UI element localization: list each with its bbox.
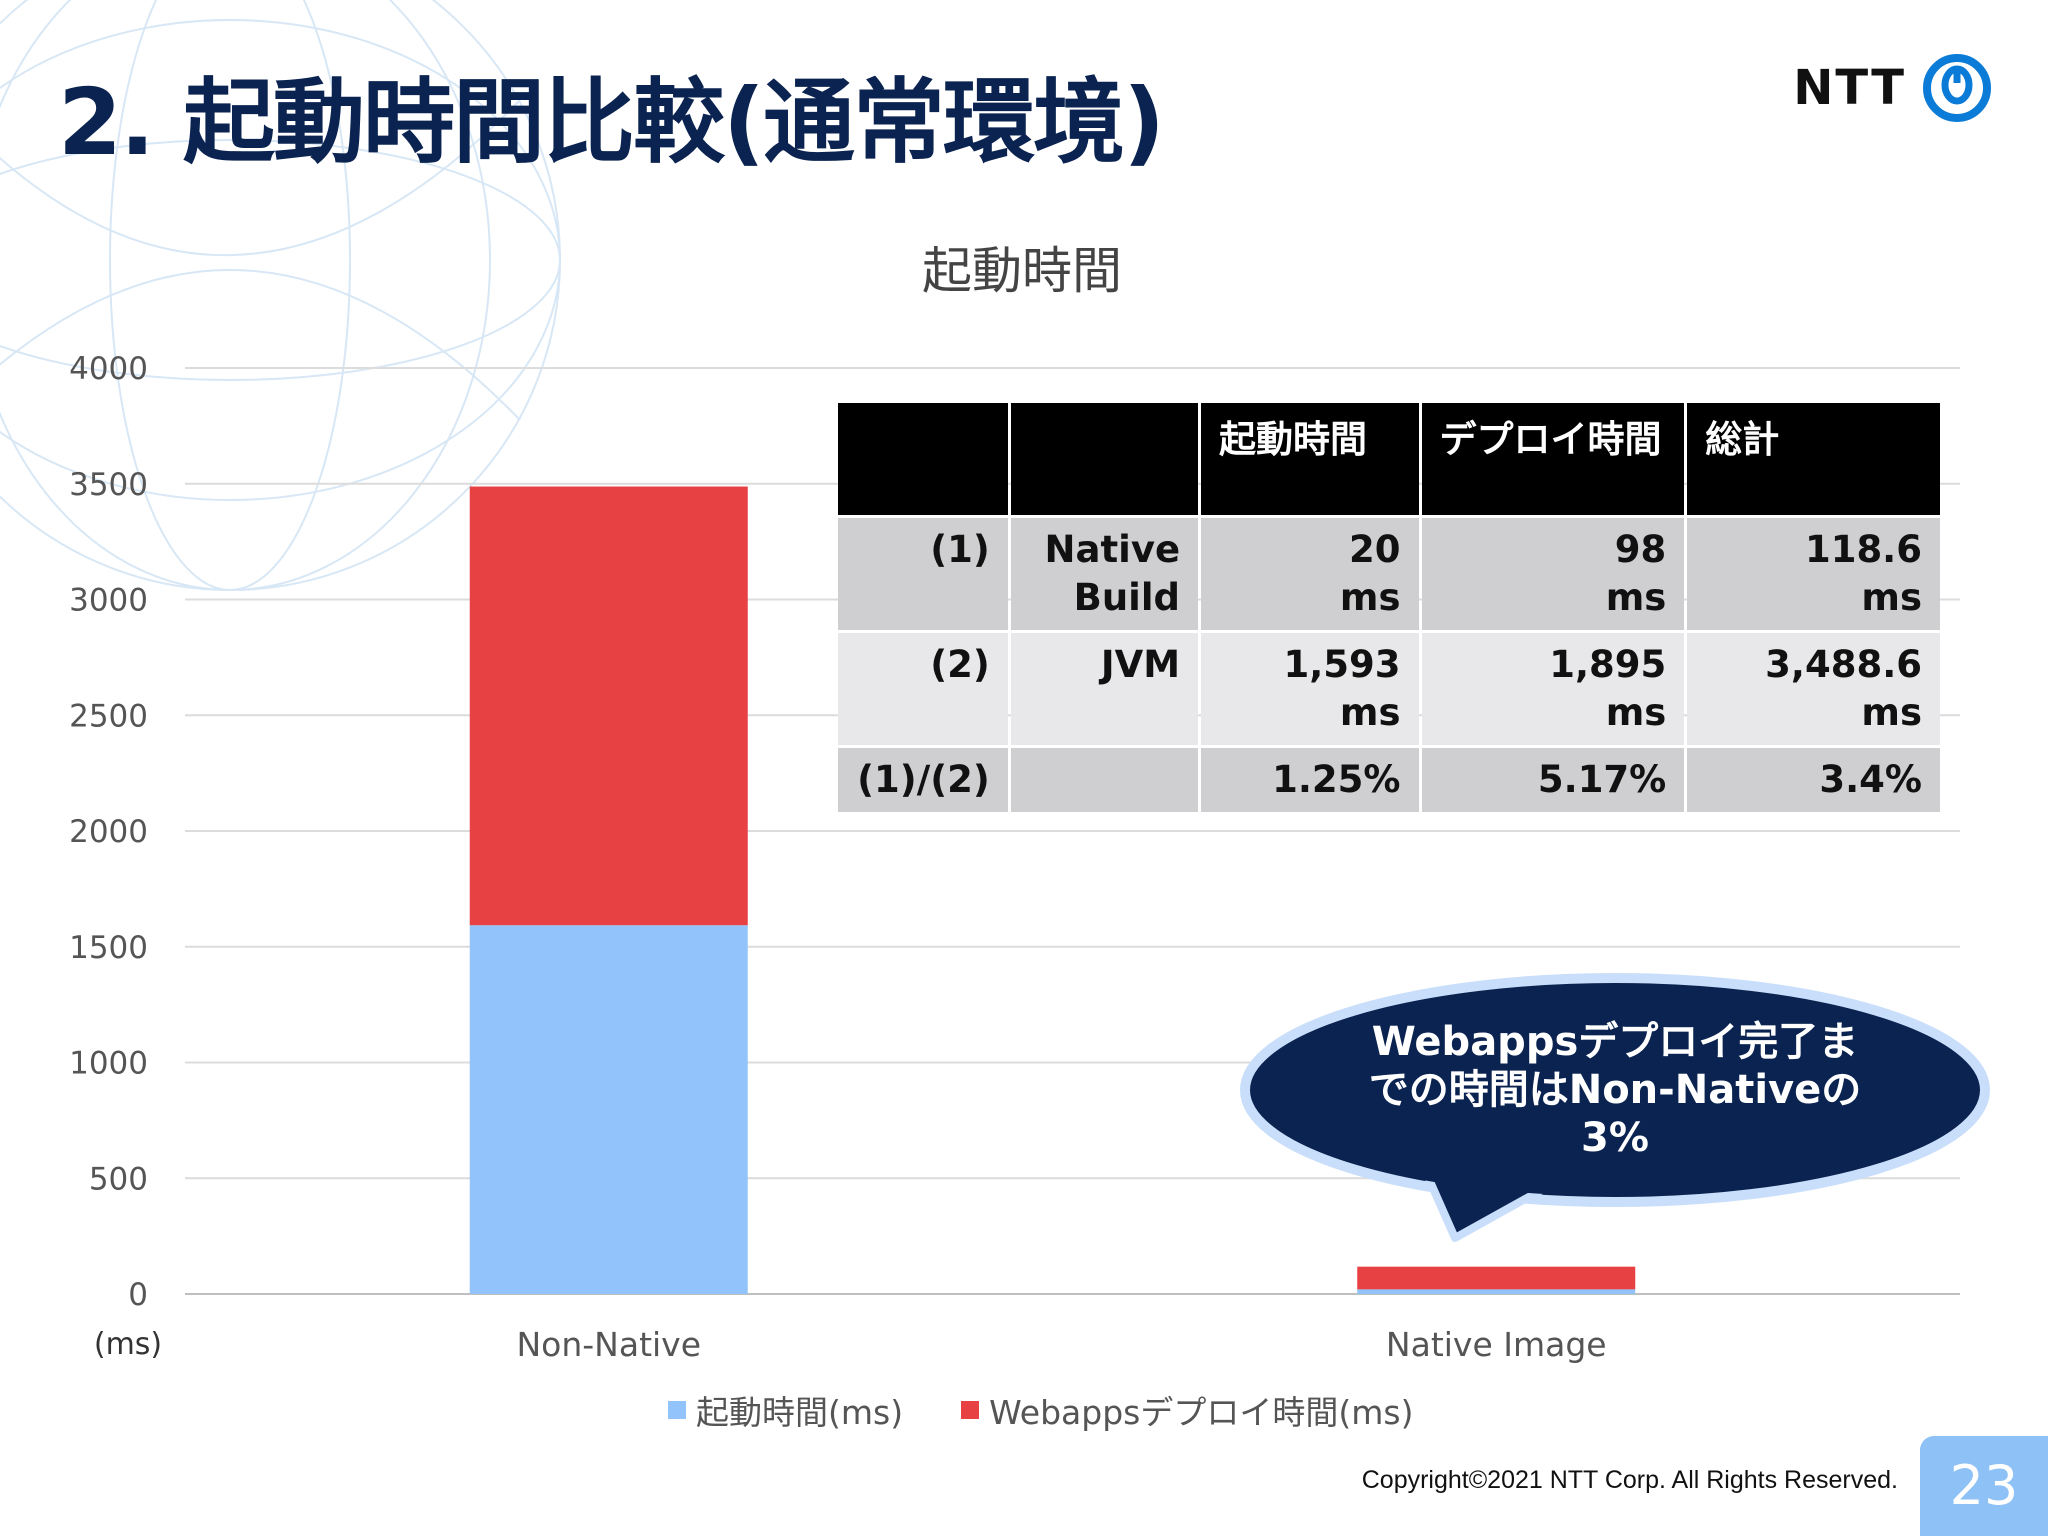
table-header-cell: 総計: [1687, 403, 1940, 515]
total-cell: 118.6 ms: [1687, 518, 1940, 630]
x-axis-category-labels: Non-Native Native Image: [516, 1325, 1606, 1364]
chart-legend: 起動時間(ms) Webappsデプロイ時間(ms): [668, 1386, 1471, 1434]
row-name: JVM: [1010, 633, 1199, 745]
deploy-cell: 98 ms: [1421, 518, 1685, 630]
legend-item-deploy: Webappsデプロイ時間(ms): [961, 1386, 1413, 1434]
total-cell: 3,488.6 ms: [1687, 633, 1940, 745]
row-id: (1)/(2): [838, 748, 1008, 812]
slide-title: 2. 起動時間比較(通常環境): [58, 69, 1165, 176]
table-header-cell: 起動時間: [1201, 403, 1419, 515]
legend-swatch: [961, 1401, 980, 1419]
startup-cell: 1.25%: [1201, 748, 1419, 812]
startup-cell: 20 ms: [1201, 518, 1419, 630]
bar-segment: [469, 925, 748, 1294]
comparison-table: 起動時間 デプロイ時間 総計 (1) Native Build 20 ms 98 ms…: [835, 400, 1943, 815]
table-header-cell: デプロイ時間: [1421, 403, 1685, 515]
row-name: Native Build: [1010, 518, 1199, 630]
table-row: (1) Native Build 20 ms 98 ms 118.6 ms: [838, 518, 1940, 630]
y-tick-label: 0: [128, 1277, 148, 1313]
logo-text: NTT: [1793, 60, 1906, 116]
y-tick-label: 2500: [69, 698, 148, 734]
legend-item-startup: 起動時間(ms): [668, 1386, 903, 1434]
legend-label: 起動時間(ms): [696, 1393, 904, 1432]
legend-label: Webappsデプロイ時間(ms): [989, 1393, 1414, 1432]
bars: [469, 486, 1636, 1294]
total-cell: 3.4%: [1687, 748, 1940, 812]
row-id: (2): [838, 633, 1008, 745]
deploy-cell: 5.17%: [1421, 748, 1685, 812]
y-tick-label: 500: [89, 1161, 148, 1197]
table-header-cell: [1010, 403, 1199, 515]
table-row: (2) JVM 1,593 ms 1,895 ms 3,488.6 ms: [838, 633, 1940, 745]
callout-line: 3%: [1581, 1115, 1649, 1161]
callout-bubble: [1240, 973, 1990, 1242]
y-tick-label: 1000: [69, 1046, 148, 1082]
deploy-cell: 1,895 ms: [1421, 633, 1685, 745]
bar-segment: [1357, 1289, 1636, 1294]
callout-line: での時間はNon-Nativeの: [1368, 1067, 1862, 1113]
row-name: [1010, 748, 1199, 812]
y-tick-label: 3000: [69, 583, 148, 619]
page-number: 23: [1920, 1436, 2048, 1536]
globe-decoration: [0, 0, 561, 591]
y-tick-label: 1500: [69, 930, 148, 966]
ntt-logo: NTT: [1793, 48, 1992, 128]
copyright-text: Copyright©2021 NTT Corp. All Rights Rese…: [1361, 1466, 1898, 1494]
ntt-logo-icon: [1923, 54, 1991, 122]
row-id: (1): [838, 518, 1008, 630]
y-axis-tick-labels: 0 500 1000 1500 2000 2500 3000 3500 4000: [69, 351, 148, 1313]
table-row: (1)/(2) 1.25% 5.17% 3.4%: [838, 748, 1940, 812]
bar-segment: [1357, 1266, 1636, 1290]
y-tick-label: 4000: [69, 351, 148, 387]
startup-cell: 1,593 ms: [1201, 633, 1419, 745]
legend-swatch: [668, 1401, 686, 1419]
y-unit-label: (ms): [94, 1327, 162, 1362]
x-category-label: Non-Native: [516, 1325, 701, 1364]
chart-title: 起動時間: [922, 242, 1122, 300]
table-header-row: 起動時間 デプロイ時間 総計: [838, 403, 1940, 515]
y-tick-label: 2000: [69, 814, 148, 850]
y-tick-label: 3500: [69, 467, 148, 503]
table-header-cell: [838, 403, 1008, 515]
bar-segment: [469, 486, 748, 926]
callout-line: Webappsデプロイ完了ま: [1371, 1019, 1859, 1065]
callout-text: Webappsデプロイ完了ま での時間はNon-Nativeの 3%: [1290, 1018, 1940, 1162]
x-category-label: Native Image: [1386, 1325, 1607, 1364]
